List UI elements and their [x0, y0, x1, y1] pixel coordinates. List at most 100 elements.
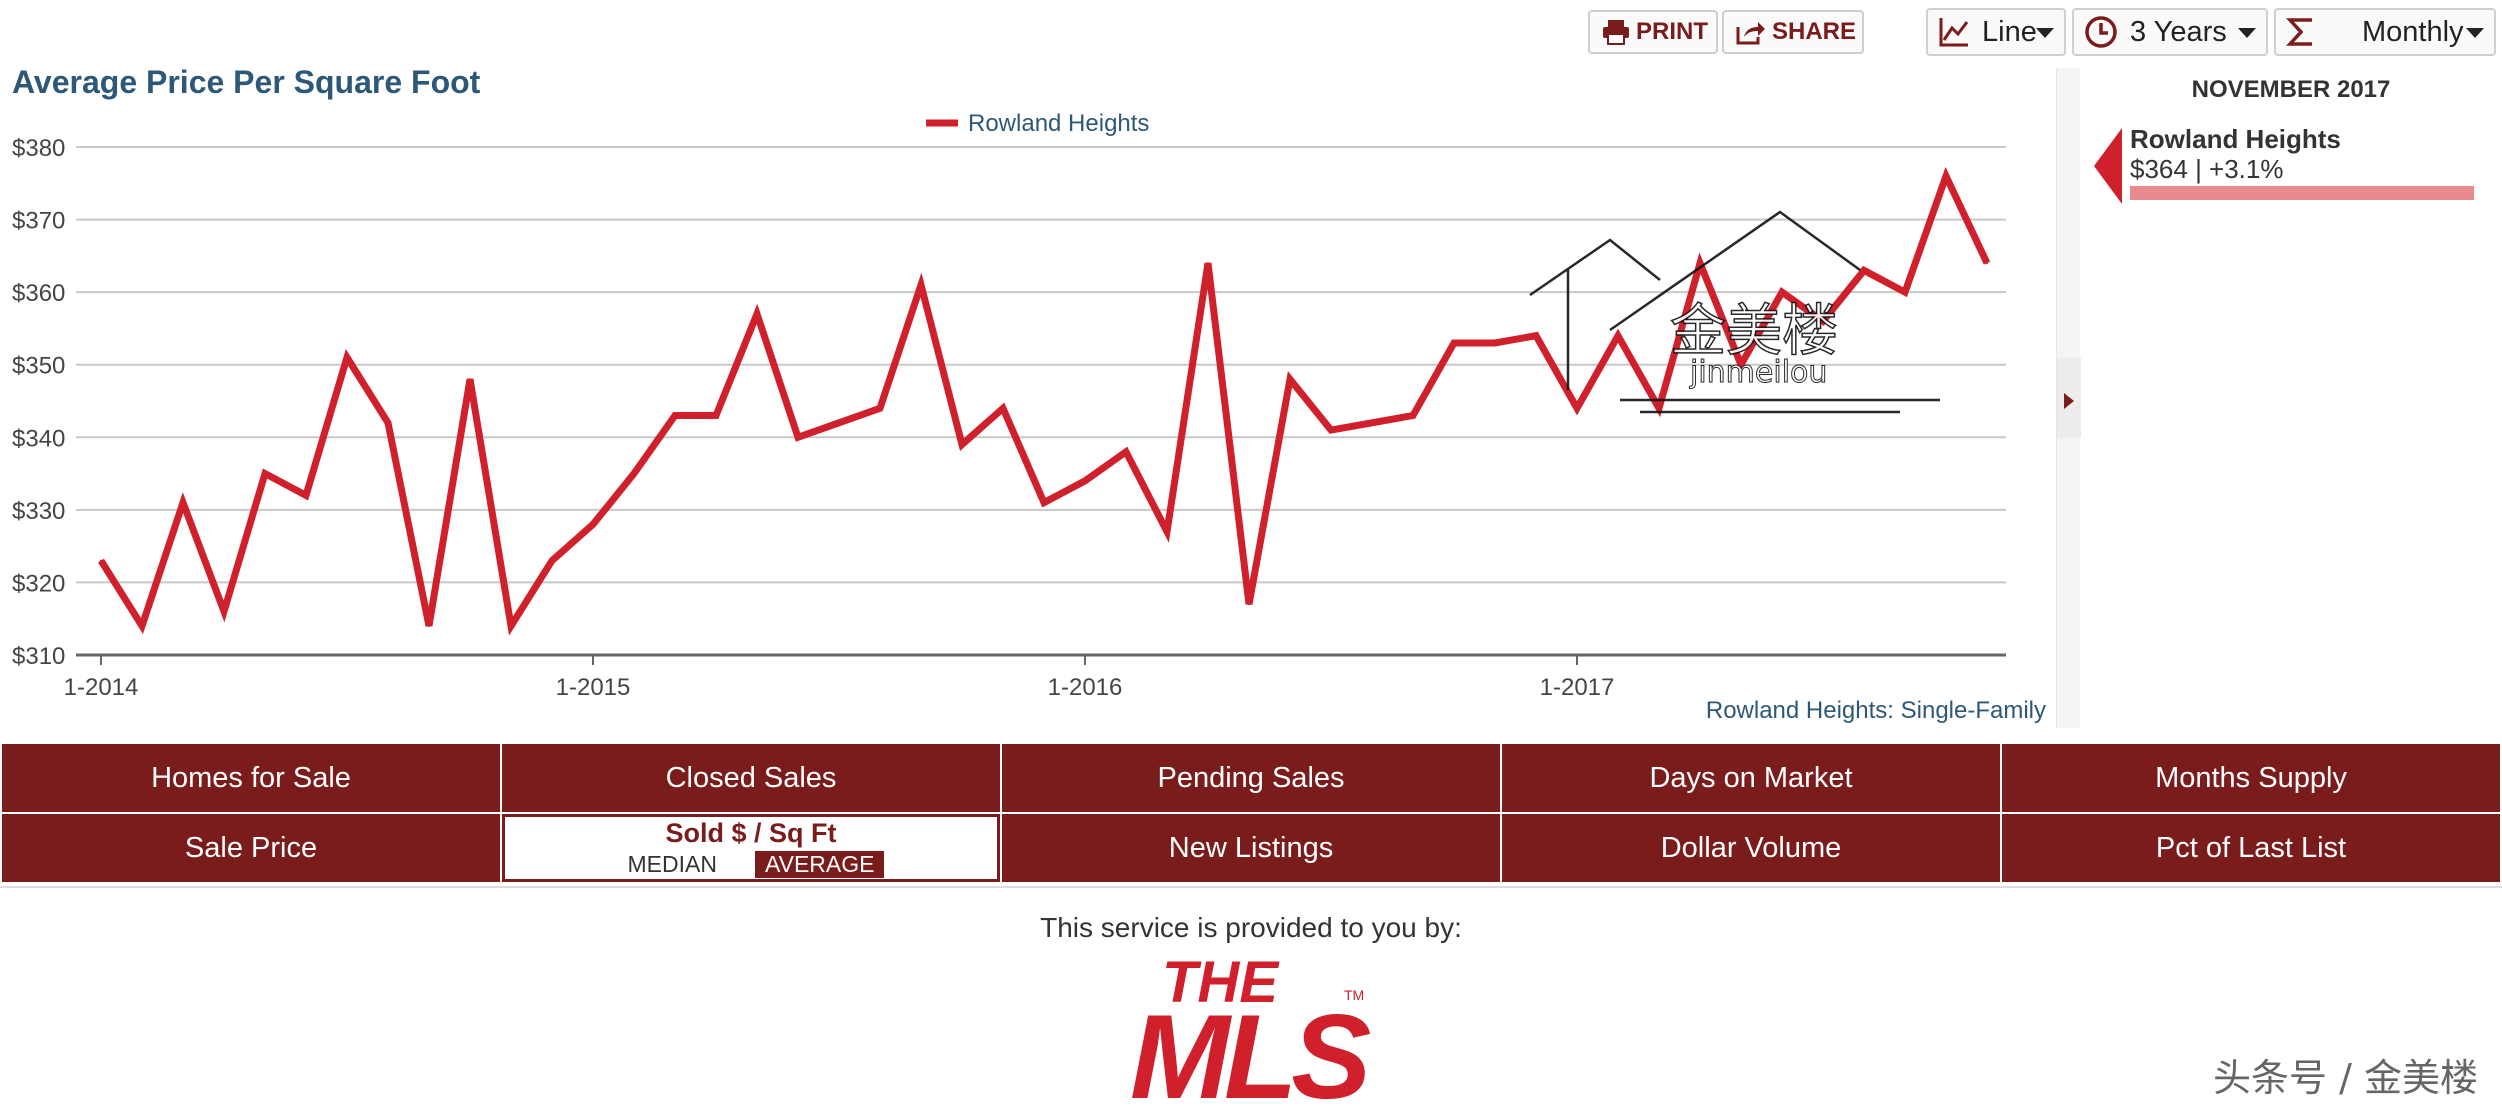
tab-pending-sales[interactable]: Pending Sales	[1002, 744, 1500, 812]
x-tick-label: 1-2016	[1048, 674, 1123, 701]
data-point	[1494, 341, 1496, 344]
tab-homes-for-sale[interactable]: Homes for Sale	[2, 744, 500, 812]
data-point	[1781, 291, 1783, 294]
chart-source-note[interactable]: Rowland Heights: Single-Family	[1705, 697, 2046, 724]
data-point	[1699, 262, 1701, 265]
data-point	[551, 559, 553, 562]
data-point	[1043, 501, 1045, 504]
data-point	[1248, 603, 1250, 606]
print-label: PRINT	[1636, 18, 1708, 45]
data-point	[346, 356, 348, 359]
y-tick-label: $340	[12, 425, 65, 452]
svg-text:TM: TM	[1344, 987, 1364, 1003]
sidepanel-series-name: Rowland Heights	[2130, 124, 2341, 154]
data-point	[1125, 450, 1127, 453]
data-point	[756, 312, 758, 315]
chevron-down-icon	[2036, 28, 2054, 38]
tab-sold-per-sqft[interactable]: Sold $ / Sq Ft MEDIAN AVERAGE	[502, 814, 1000, 882]
corner-watermark: 头条号 / 金美楼	[2213, 1056, 2478, 1100]
y-tick-label: $350	[12, 353, 65, 380]
share-button[interactable]: SHARE	[1722, 10, 1864, 54]
average-toggle[interactable]: AVERAGE	[754, 851, 885, 878]
print-button[interactable]: PRINT	[1588, 10, 1718, 54]
expand-arrow-icon[interactable]	[2064, 393, 2074, 409]
data-point	[141, 624, 143, 627]
median-toggle[interactable]: MEDIAN	[627, 851, 717, 877]
data-point	[961, 443, 963, 446]
data-point	[1945, 175, 1947, 178]
data-point	[1412, 414, 1414, 417]
sidepanel-scrollbar[interactable]	[2056, 68, 2081, 728]
share-label: SHARE	[1772, 18, 1857, 45]
y-tick-label: $360	[12, 280, 65, 307]
data-point	[1453, 341, 1455, 344]
share-icon	[1736, 22, 1765, 45]
sigma-icon	[2286, 16, 2316, 48]
divider	[0, 886, 2502, 888]
data-point	[387, 421, 389, 424]
data-point	[1658, 407, 1660, 410]
x-tick-label: 1-2014	[64, 674, 139, 701]
data-point	[264, 472, 266, 475]
svg-text:THE: THE	[1162, 950, 1280, 1015]
data-point	[1617, 334, 1619, 337]
data-point	[1863, 269, 1865, 272]
data-point	[1576, 407, 1578, 410]
price-chart: $310 $320 $330 $340 $350 $360 $370 $380 1-2014 1-…	[12, 110, 2006, 701]
chart-watermark-subtext: jinmeilou	[1689, 355, 1827, 390]
chart-watermark-text: 金美楼	[1670, 299, 1838, 364]
data-point	[1289, 378, 1291, 381]
tab-new-listings[interactable]: New Listings	[1002, 814, 1500, 882]
tab-closed-sales[interactable]: Closed Sales	[502, 744, 1000, 812]
data-point	[428, 624, 430, 627]
data-point	[920, 283, 922, 286]
chart-type-value: Line	[1982, 15, 2037, 48]
data-point	[1166, 530, 1168, 533]
provided-by-text: This service is provided to you by:	[1040, 912, 1462, 943]
data-point	[1207, 262, 1209, 265]
range-value: 3 Years	[2130, 15, 2227, 48]
printer-icon	[1603, 20, 1629, 45]
legend-label: Rowland Heights	[968, 110, 1149, 137]
data-point	[182, 501, 184, 504]
data-point	[1904, 291, 1906, 294]
interval-value: Monthly	[2362, 15, 2464, 48]
y-tick-label: $310	[12, 643, 65, 670]
x-tick-label: 1-2015	[556, 674, 631, 701]
data-point	[838, 421, 840, 424]
chevron-down-icon	[2466, 28, 2484, 38]
y-tick-label: $370	[12, 208, 65, 235]
tab-months-supply[interactable]: Months Supply	[2002, 744, 2500, 812]
data-point	[510, 624, 512, 627]
data-point	[469, 378, 471, 381]
data-point	[797, 436, 799, 439]
interval-select[interactable]: Monthly	[2274, 8, 2496, 56]
tab-sale-price[interactable]: Sale Price	[2, 814, 500, 882]
data-point	[1986, 262, 1988, 265]
data-point	[879, 407, 881, 410]
data-point	[1740, 363, 1742, 366]
y-tick-label: $320	[12, 570, 65, 597]
data-point	[1822, 320, 1824, 323]
sidepanel-month: NOVEMBER 2017	[2191, 76, 2391, 103]
tab-days-on-market[interactable]: Days on Market	[1502, 744, 2000, 812]
data-point	[1002, 407, 1004, 410]
data-point	[305, 494, 307, 497]
metric-tabs: Homes for Sale Closed Sales Pending Sale…	[0, 742, 2502, 882]
line-chart-icon	[1938, 16, 1970, 48]
data-point	[1535, 334, 1537, 337]
sidepanel-value: $364 | +3.1%	[2130, 154, 2284, 184]
chart-title: Average Price Per Square Foot	[12, 64, 481, 100]
mls-logo[interactable]: THE MLS TM	[1130, 948, 1370, 1110]
chart-type-select[interactable]: Line	[1926, 8, 2066, 56]
y-tick-label: $380	[12, 135, 65, 162]
data-point	[674, 414, 676, 417]
tab-sold-per-sqft-label: Sold $ / Sq Ft	[665, 818, 837, 848]
tab-dollar-volume[interactable]: Dollar Volume	[1502, 814, 2000, 882]
range-select[interactable]: 3 Years	[2072, 8, 2268, 56]
clock-icon	[2084, 15, 2118, 49]
pointer-icon	[2094, 128, 2122, 204]
tab-pct-of-last-list[interactable]: Pct of Last List	[2002, 814, 2500, 882]
data-point	[100, 559, 102, 562]
